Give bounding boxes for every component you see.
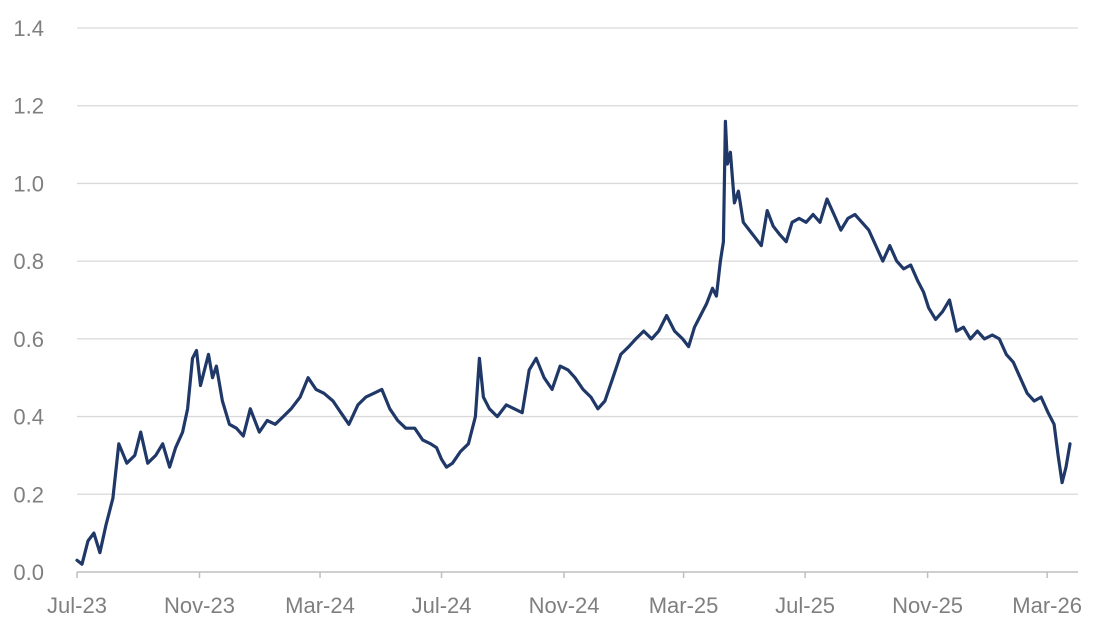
y-tick-label: 0.8 <box>13 249 44 274</box>
x-tick-label: Mar-26 <box>1012 593 1082 618</box>
x-axis-ticks: Jul-23 Nov-23 Mar-24 Jul-24 Nov-24 Mar-25 Jul-… <box>47 572 1082 618</box>
y-tick-label: 1.2 <box>13 94 44 119</box>
y-tick-label: 0.4 <box>13 405 44 430</box>
series-layer <box>75 119 1072 566</box>
y-tick-label: 0.2 <box>13 482 44 507</box>
gridlines <box>77 27 1078 495</box>
x-tick-label: Nov-23 <box>164 593 235 618</box>
x-tick-label: Mar-24 <box>285 593 355 618</box>
x-tick-label: Jul-24 <box>412 593 472 618</box>
x-tick-label: Jul-23 <box>47 593 107 618</box>
x-tick-label: Nov-25 <box>892 593 963 618</box>
y-tick-label: 1.4 <box>13 16 44 41</box>
series-line-0 <box>75 119 1072 566</box>
y-tick-label: 0.6 <box>13 327 44 352</box>
x-tick-label: Nov-24 <box>529 593 600 618</box>
y-axis-tick-labels: 0.0 0.2 0.4 0.6 0.8 1.0 1.2 1.4 <box>13 16 44 585</box>
x-tick-label: Jul-25 <box>775 593 835 618</box>
y-tick-label: 0.0 <box>13 560 44 585</box>
y-tick-label: 1.0 <box>13 171 44 196</box>
x-tick-label: Mar-25 <box>649 593 719 618</box>
